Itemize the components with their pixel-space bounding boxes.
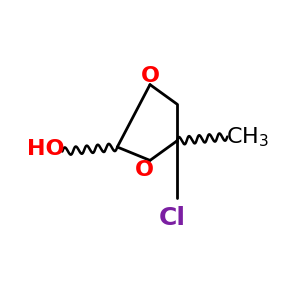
Text: Cl: Cl [159,206,186,230]
Text: CH$_3$: CH$_3$ [226,126,269,149]
Text: O: O [140,66,160,86]
Text: HO: HO [27,139,65,159]
Text: O: O [135,160,154,180]
